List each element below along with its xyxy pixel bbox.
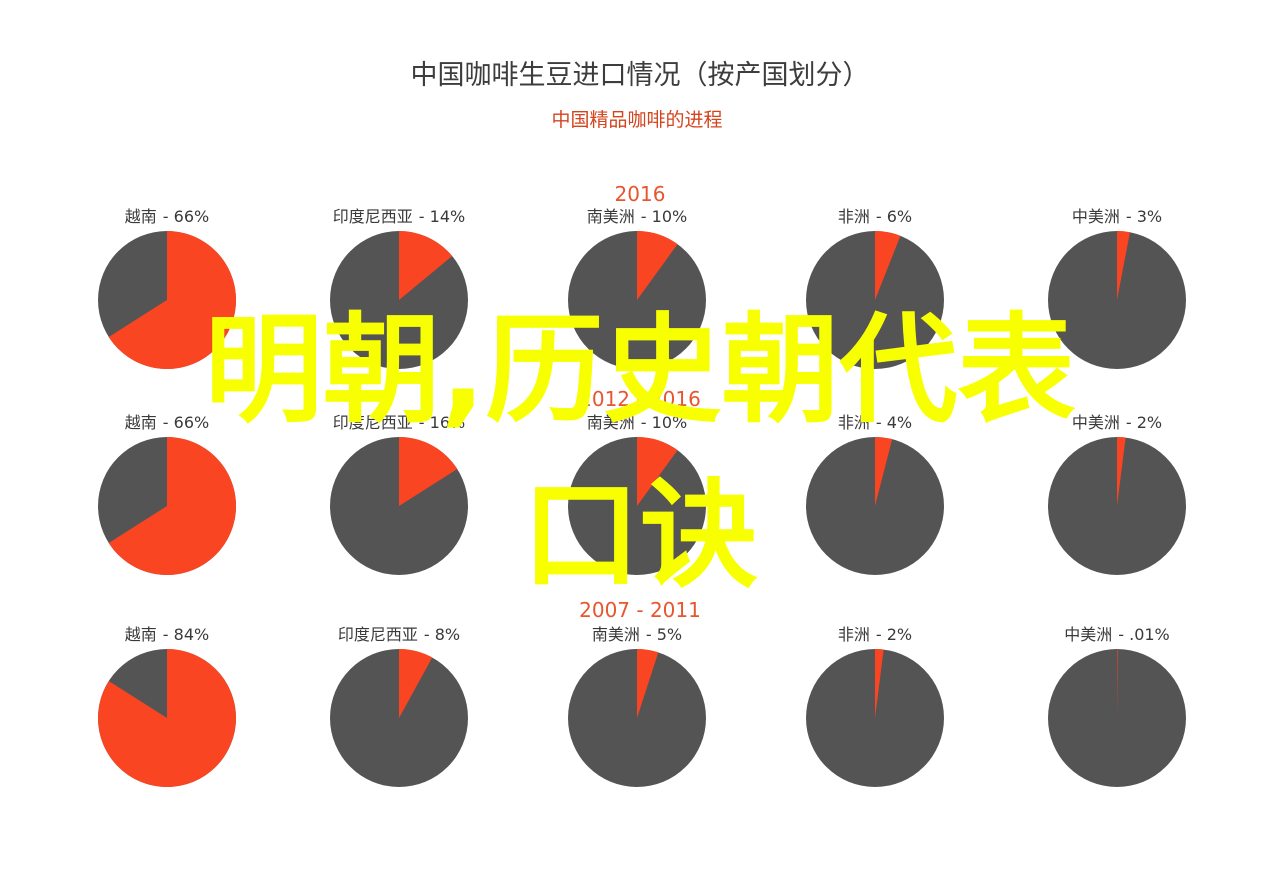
chart-subtitle: 中国精品咖啡的进程 [551,109,722,131]
percent-label: - .01% [1118,625,1170,644]
percent-label: - 16% [419,413,465,432]
slice-label: 非洲 - 4% [838,413,912,432]
country-name: 南美洲 [592,625,640,644]
country-name: 中美洲 [1072,413,1120,432]
pie-slice [399,231,453,300]
country-name: 越南 [125,207,157,226]
slice-label: 南美洲 - 10% [587,413,687,432]
pie-slice [108,437,236,575]
slice-label: 南美洲 - 10% [587,207,687,226]
percent-label: - 2% [1126,413,1162,432]
pie-slice [875,649,884,718]
pie-groups: 2016 越南 - 66% 印度尼西亚 - 14% 南美洲 - 10% 非洲 - 6% 中美洲 - … [97,182,1186,787]
percent-label: - 10% [641,413,687,432]
slice-label: 越南 - 66% [125,413,209,432]
country-name: 越南 [125,413,157,432]
percent-label: - 3% [1126,207,1162,226]
pie-slice [875,231,901,300]
country-name: 印度尼西亚 [338,625,418,644]
pie-slice [1117,231,1130,300]
slice-label: 印度尼西亚 - 16% [333,413,465,432]
percent-label: - 5% [646,625,682,644]
slice-label: 南美洲 - 5% [592,625,682,644]
country-name: 中美洲 [1064,625,1112,644]
slice-label: 中美洲 - 3% [1072,207,1162,226]
pie-slice [637,231,678,300]
percent-label: - 8% [424,625,460,644]
percent-label: - 10% [641,207,687,226]
pie-slice [637,649,659,718]
slice-label: 越南 - 84% [125,625,209,644]
slice-label: 印度尼西亚 - 8% [338,625,460,644]
pie-slice [97,649,236,787]
pie-slice [399,649,433,718]
percent-label: - 2% [876,625,912,644]
country-name: 非洲 [838,413,870,432]
period-label: 2016 [615,182,666,206]
slice-label: 中美洲 - .01% [1064,625,1170,644]
country-name: 南美洲 [587,207,635,226]
percent-label: - 6% [876,207,912,226]
percent-label: - 14% [419,207,465,226]
percent-label: - 4% [876,413,912,432]
slice-label: 非洲 - 2% [838,625,912,644]
pie-slice [399,437,458,506]
period-label: 2007 - 2011 [579,598,701,622]
country-name: 南美洲 [587,413,635,432]
country-name: 非洲 [838,625,870,644]
slice-label: 越南 - 66% [125,207,209,226]
country-name: 非洲 [838,207,870,226]
country-name: 越南 [125,625,157,644]
period-label: 2012 - 2016 [579,387,701,411]
country-name: 印度尼西亚 [333,207,413,226]
pie-slice [875,437,893,506]
pie-slice [1117,648,1118,718]
slice-label: 印度尼西亚 - 14% [333,207,465,226]
slice-label: 中美洲 - 2% [1072,413,1162,432]
country-name: 印度尼西亚 [333,413,413,432]
percent-label: - 66% [163,413,209,432]
slice-label: 非洲 - 6% [838,207,912,226]
chart-title: 中国咖啡生豆进口情况（按产国划分） [411,60,870,91]
pie-slice [1117,436,1126,506]
country-name: 中美洲 [1072,207,1120,226]
percent-label: - 66% [163,207,209,226]
pie-slice [108,231,236,369]
pie-slice [637,437,678,506]
percent-label: - 84% [163,625,209,644]
